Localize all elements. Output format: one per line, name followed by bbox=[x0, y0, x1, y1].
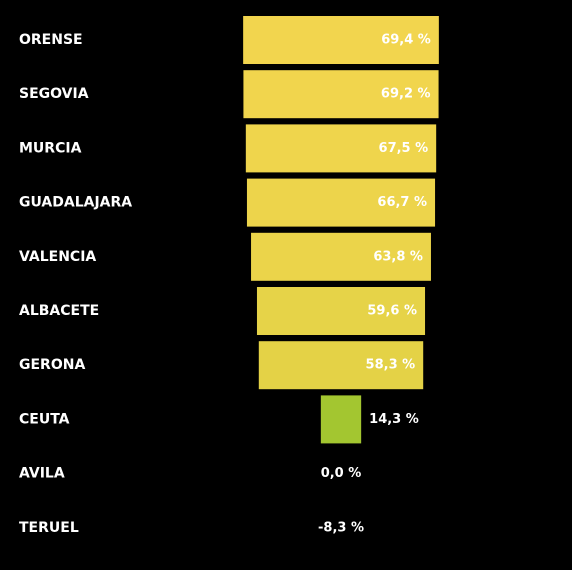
value-label: 63,8 % bbox=[373, 249, 423, 264]
category-label: GERONA bbox=[19, 357, 85, 373]
value-label: 0,0 % bbox=[321, 466, 362, 481]
category-label: AVILA bbox=[19, 466, 65, 482]
category-label: GUADALAJARA bbox=[19, 195, 132, 211]
value-label: 69,4 % bbox=[381, 33, 431, 48]
category-label: ORENSE bbox=[19, 32, 83, 48]
value-label: 59,6 % bbox=[367, 304, 417, 319]
bar bbox=[246, 178, 436, 227]
bar bbox=[243, 16, 439, 64]
value-label: 66,7 % bbox=[377, 195, 427, 210]
value-label: 69,2 % bbox=[381, 87, 431, 102]
category-label: ALBACETE bbox=[19, 303, 99, 319]
value-label: 14,3 % bbox=[369, 412, 419, 427]
bar bbox=[243, 70, 439, 119]
bar bbox=[245, 124, 437, 173]
category-label: TERUEL bbox=[19, 520, 79, 536]
bar bbox=[258, 341, 424, 390]
value-label: -8,3 % bbox=[318, 520, 364, 535]
category-label: VALENCIA bbox=[19, 249, 96, 265]
category-label: MURCIA bbox=[19, 140, 82, 156]
value-label: 67,5 % bbox=[379, 141, 429, 156]
category-label: SEGOVIA bbox=[19, 86, 89, 102]
value-label: 58,3 % bbox=[366, 358, 416, 373]
bar bbox=[251, 232, 431, 281]
bar bbox=[320, 395, 362, 444]
bar bbox=[256, 287, 426, 335]
category-label: CEUTA bbox=[19, 411, 70, 427]
